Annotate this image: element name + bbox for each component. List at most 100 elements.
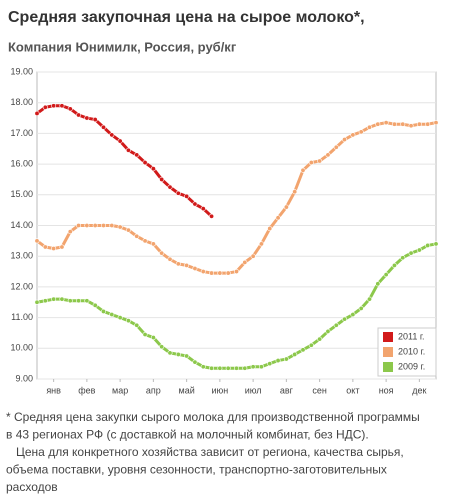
- data-point: [333, 144, 339, 150]
- data-point: [184, 262, 190, 268]
- x-tick-label: июл: [245, 385, 262, 395]
- data-point: [283, 204, 289, 210]
- data-point: [416, 121, 422, 127]
- legend-label: 2010 г.: [398, 346, 425, 356]
- data-point: [292, 189, 298, 195]
- data-point: [416, 247, 422, 253]
- x-tick-label: фев: [78, 385, 95, 395]
- data-point: [317, 158, 323, 164]
- data-point: [200, 206, 206, 212]
- data-point: [175, 351, 181, 357]
- data-point: [192, 359, 198, 365]
- legend-swatch: [383, 362, 393, 372]
- footnote-line: * Средняя цена закупки сырого молока для…: [6, 410, 420, 424]
- data-point: [391, 262, 397, 268]
- data-point: [42, 104, 48, 110]
- data-point: [250, 364, 256, 370]
- data-point: [117, 315, 123, 321]
- data-point: [125, 147, 131, 153]
- data-point: [200, 269, 206, 275]
- data-point: [342, 316, 348, 322]
- data-point: [375, 281, 381, 287]
- data-point: [125, 227, 131, 233]
- data-point: [159, 344, 165, 350]
- data-point: [184, 353, 190, 359]
- data-point: [117, 138, 123, 144]
- legend-swatch: [383, 332, 393, 342]
- data-point: [167, 350, 173, 356]
- data-point: [150, 241, 156, 247]
- data-point: [275, 358, 281, 364]
- data-point: [59, 103, 65, 109]
- data-point: [101, 124, 107, 130]
- data-point: [167, 184, 173, 190]
- data-point: [350, 132, 356, 138]
- data-point: [350, 312, 356, 318]
- data-point: [109, 223, 115, 229]
- data-point: [433, 241, 439, 247]
- y-tick-label: 16.00: [10, 158, 33, 168]
- data-point: [142, 160, 148, 166]
- data-point: [358, 305, 364, 311]
- data-point: [125, 318, 131, 324]
- y-tick-label: 17.00: [10, 128, 33, 138]
- data-point: [342, 137, 348, 143]
- x-tick-label: дек: [412, 385, 426, 395]
- footnote-line: в 43 регионах РФ (с доставкой на молочны…: [6, 428, 369, 442]
- chart-title: Средняя закупочная цена на сырое молоко*…: [8, 9, 365, 26]
- data-point: [267, 226, 273, 232]
- data-point: [425, 242, 431, 248]
- data-point: [192, 201, 198, 207]
- y-tick-label: 14.00: [10, 220, 33, 230]
- legend-label: 2011 г.: [398, 331, 425, 341]
- data-point: [51, 296, 57, 302]
- data-point: [150, 335, 156, 341]
- y-tick-label: 12.00: [10, 281, 33, 291]
- data-point: [142, 238, 148, 244]
- data-point: [67, 229, 73, 235]
- data-point: [175, 261, 181, 267]
- data-point: [192, 265, 198, 271]
- data-point: [391, 121, 397, 127]
- legend-label: 2009 г.: [398, 361, 425, 371]
- data-point: [184, 193, 190, 199]
- footnote-line: объема поставки, уровня сезонности, тран…: [6, 463, 387, 477]
- data-point: [275, 215, 281, 221]
- data-point: [117, 224, 123, 230]
- data-point: [375, 121, 381, 127]
- data-point: [34, 110, 40, 116]
- data-point: [267, 361, 273, 367]
- data-point: [159, 176, 165, 182]
- data-point: [150, 166, 156, 172]
- y-tick-label: 9.00: [15, 373, 33, 383]
- data-point: [250, 253, 256, 259]
- data-point: [234, 269, 240, 275]
- x-tick-label: сен: [312, 385, 327, 395]
- data-point: [134, 322, 140, 328]
- data-point: [92, 223, 98, 229]
- data-point: [234, 365, 240, 371]
- data-point: [67, 298, 73, 304]
- data-point: [317, 336, 323, 342]
- data-point: [34, 299, 40, 305]
- data-point: [84, 115, 90, 121]
- x-tick-label: авг: [280, 385, 294, 395]
- data-point: [383, 272, 389, 278]
- data-point: [308, 342, 314, 348]
- x-tick-label: июн: [212, 385, 229, 395]
- data-point: [76, 112, 82, 118]
- y-tick-label: 10.00: [10, 343, 33, 353]
- x-tick-label: май: [179, 385, 195, 395]
- data-point: [300, 167, 306, 173]
- x-tick-label: янв: [46, 385, 61, 395]
- y-tick-label: 13.00: [10, 251, 33, 261]
- data-point: [92, 117, 98, 123]
- data-point: [217, 270, 223, 276]
- data-point: [67, 106, 73, 112]
- data-point: [142, 331, 148, 337]
- x-tick-label: ноя: [379, 385, 394, 395]
- data-point: [217, 365, 223, 371]
- data-point: [300, 347, 306, 353]
- data-point: [383, 120, 389, 126]
- data-point: [101, 223, 107, 229]
